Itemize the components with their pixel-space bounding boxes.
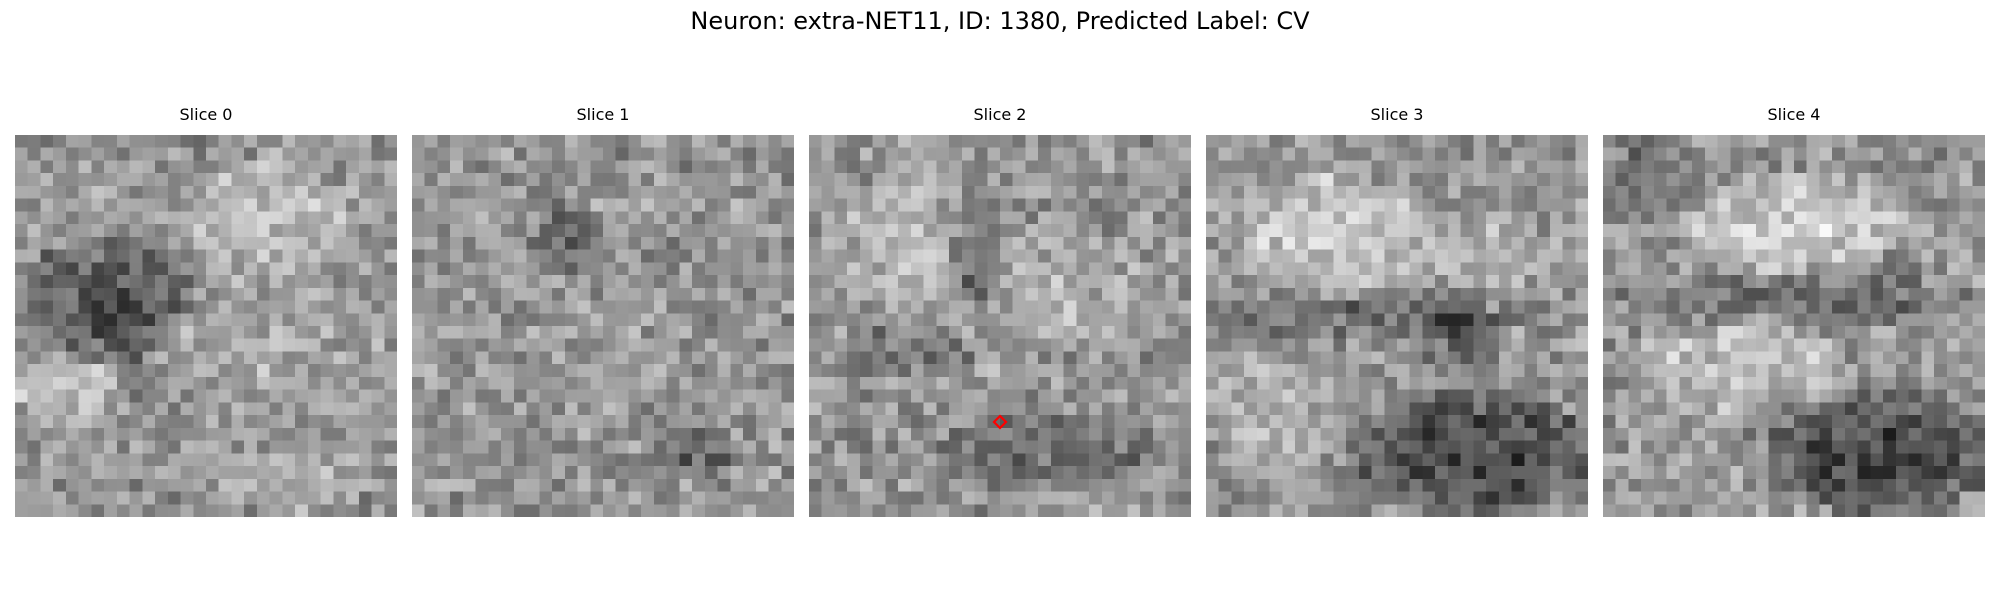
slice-image-4 <box>1603 135 1985 517</box>
slice-image-3 <box>1206 135 1588 517</box>
slice-image-2 <box>809 135 1191 517</box>
slice-title-2: Slice 2 <box>973 105 1027 124</box>
figure-title: Neuron: extra-NET11, ID: 1380, Predicted… <box>690 7 1310 35</box>
slice-image-0 <box>15 135 397 517</box>
slice-image-1 <box>412 135 794 517</box>
slice-title-1: Slice 1 <box>576 105 630 124</box>
slice-title-3: Slice 3 <box>1370 105 1424 124</box>
synapse-marker <box>992 414 1008 430</box>
slice-title-0: Slice 0 <box>179 105 233 124</box>
slice-title-4: Slice 4 <box>1767 105 1821 124</box>
